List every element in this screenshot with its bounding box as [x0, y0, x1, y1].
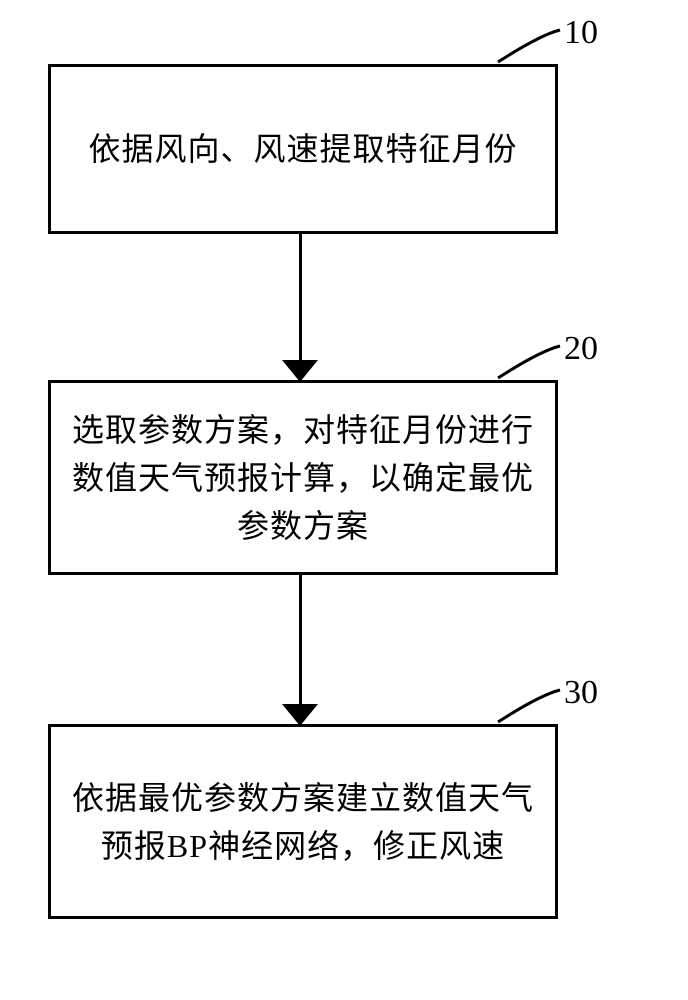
flow-step-text: 选取参数方案，对特征月份进行数值天气预报计算，以确定最优参数方案: [71, 406, 535, 550]
flow-step-10: 依据风向、风速提取特征月份: [48, 64, 558, 234]
arrow-head-icon: [282, 704, 318, 726]
ref-label-10: 10: [564, 14, 598, 52]
callout-curve: [493, 341, 565, 383]
ref-label-30: 30: [564, 674, 598, 712]
flow-step-text: 依据风向、风速提取特征月份: [88, 125, 517, 173]
flow-step-text: 依据最优参数方案建立数值天气预报BP神经网络，修正风速: [71, 774, 535, 870]
callout-curve: [493, 25, 565, 67]
arrow-head-icon: [282, 360, 318, 382]
arrow-step10-step20: [299, 234, 302, 362]
ref-label-20: 20: [564, 330, 598, 368]
arrow-step20-step30: [299, 575, 302, 706]
callout-curve: [493, 685, 565, 727]
flow-step-30: 依据最优参数方案建立数值天气预报BP神经网络，修正风速: [48, 724, 558, 919]
flowchart-canvas: 依据风向、风速提取特征月份 10 选取参数方案，对特征月份进行数值天气预报计算，以确…: [0, 0, 688, 1000]
flow-step-20: 选取参数方案，对特征月份进行数值天气预报计算，以确定最优参数方案: [48, 380, 558, 575]
